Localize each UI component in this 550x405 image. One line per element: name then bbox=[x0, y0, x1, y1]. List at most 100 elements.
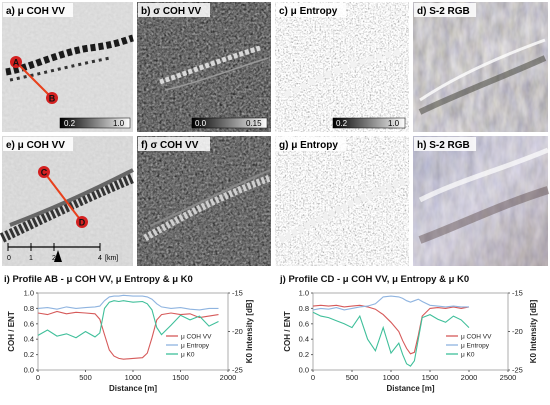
colorbar-max-b: 0.15 bbox=[246, 119, 262, 128]
tile-b: 0.0 0.15 bbox=[137, 2, 271, 132]
scalebar-tick-4: 4 bbox=[98, 255, 102, 262]
tile-label-c: c) μ Entropy bbox=[276, 3, 346, 17]
y-tick-label: 0.0 bbox=[299, 366, 309, 375]
legend-label-2: μ K0 bbox=[461, 352, 475, 359]
x-tick-label: 2000 bbox=[220, 373, 237, 382]
y-tick-label: 0.4 bbox=[24, 335, 34, 344]
tile-label-f: f) σ COH VV bbox=[138, 137, 210, 151]
scalebar-tick-1: 1 bbox=[29, 255, 33, 262]
chart-title: j) Profile CD - μ COH VV, μ Entropy & μ … bbox=[279, 274, 469, 285]
x-tick-label: 1000 bbox=[125, 373, 142, 382]
plot-frame bbox=[312, 292, 509, 371]
point-d-label: D bbox=[79, 218, 86, 228]
y-tick-label: 1.0 bbox=[299, 289, 309, 298]
x-tick-label: 1500 bbox=[422, 373, 439, 382]
svg-text:b) σ COH VV: b) σ COH VV bbox=[141, 6, 202, 17]
y2-tick-label: -15 bbox=[232, 289, 243, 298]
y-tick-label: 0.8 bbox=[299, 304, 309, 313]
x-tick-label: 2000 bbox=[461, 373, 478, 382]
tile-g bbox=[275, 136, 411, 266]
series-line-2 bbox=[312, 311, 470, 367]
svg-text:c) μ Entropy: c) μ Entropy bbox=[279, 6, 338, 17]
y2-tick-label: -20 bbox=[512, 327, 523, 336]
y2-axis-label: K0 Intensity [dB] bbox=[529, 299, 538, 363]
svg-text:d) S-2 RGB: d) S-2 RGB bbox=[417, 6, 470, 17]
series-line-0 bbox=[37, 310, 219, 360]
x-tick-label: 500 bbox=[79, 373, 92, 382]
tile-f bbox=[137, 136, 272, 266]
scalebar-tick-2: 2 bbox=[52, 255, 56, 262]
tile-d bbox=[413, 2, 548, 132]
svg-text:a) μ COH VV: a) μ COH VV bbox=[6, 6, 65, 17]
legend-label-1: μ Entropy bbox=[461, 343, 490, 350]
series-line-2 bbox=[37, 300, 219, 339]
x-tick-label: 0 bbox=[311, 373, 315, 382]
y2-tick-label: -25 bbox=[512, 366, 523, 375]
y-tick-label: 0.0 bbox=[24, 366, 34, 375]
chart-profile-cd: j) Profile CD - μ COH VV, μ Entropy & μ … bbox=[279, 274, 538, 393]
series-line-1 bbox=[37, 294, 219, 311]
y-tick-label: 1.0 bbox=[24, 289, 34, 298]
y-tick-label: 0.2 bbox=[24, 350, 34, 359]
svg-text:g) μ Entropy: g) μ Entropy bbox=[279, 140, 338, 151]
y-tick-label: 0.6 bbox=[24, 319, 34, 328]
svg-text:e) μ COH VV: e) μ COH VV bbox=[6, 140, 65, 151]
y-tick-label: 0.4 bbox=[299, 335, 309, 344]
y-tick-label: 0.6 bbox=[299, 319, 309, 328]
north-arrow-icon bbox=[54, 250, 62, 262]
tile-label-g: g) μ Entropy bbox=[276, 137, 346, 151]
y2-tick-label: -25 bbox=[232, 366, 243, 375]
series-line-0 bbox=[312, 304, 470, 355]
x-axis-label: Distance [m] bbox=[109, 384, 157, 393]
y-tick-label: 0.8 bbox=[24, 304, 34, 313]
profile-ab: A B bbox=[10, 56, 58, 104]
colorbar-max-a: 1.0 bbox=[113, 119, 125, 128]
profile-cd: C D bbox=[38, 166, 88, 228]
y2-tick-label: -15 bbox=[512, 289, 523, 298]
x-axis-label: Distance [m] bbox=[386, 384, 434, 393]
x-tick-label: 2500 bbox=[500, 373, 517, 382]
tile-label-b: b) σ COH VV bbox=[138, 3, 210, 17]
y2-tick-label: -20 bbox=[232, 327, 243, 336]
y-axis-label: COH / ENT bbox=[283, 311, 292, 352]
point-a-marker bbox=[10, 56, 22, 68]
scalebar-tick-0: 0 bbox=[7, 255, 11, 262]
tile-a: 0.2 1.0 bbox=[2, 2, 134, 132]
point-b-marker bbox=[46, 92, 58, 104]
chart-title: i) Profile AB - μ COH VV, μ Entropy & μ … bbox=[4, 274, 193, 285]
colorbar-min-c: 0.2 bbox=[336, 119, 348, 128]
svg-text:f) σ COH VV: f) σ COH VV bbox=[141, 140, 199, 151]
tile-label-d: d) S-2 RGB bbox=[414, 3, 476, 17]
legend-label-1: μ Entropy bbox=[181, 343, 210, 350]
colorbar-min-b: 0.0 bbox=[195, 119, 207, 128]
series-line-1 bbox=[312, 295, 469, 311]
point-b-label: B bbox=[49, 94, 56, 104]
point-d-marker bbox=[76, 216, 88, 228]
point-a-label: A bbox=[13, 58, 20, 68]
tile-label-a: a) μ COH VV bbox=[3, 3, 73, 17]
colorbar-min-a: 0.2 bbox=[64, 119, 76, 128]
legend-label-2: μ K0 bbox=[181, 352, 195, 359]
x-tick-label: 1000 bbox=[383, 373, 400, 382]
x-tick-label: 500 bbox=[346, 373, 359, 382]
point-c-marker bbox=[38, 166, 50, 178]
y-tick-label: 0.2 bbox=[299, 350, 309, 359]
scalebar-unit: [km] bbox=[105, 255, 118, 262]
y-axis-label: COH / ENT bbox=[7, 311, 16, 352]
point-c-label: C bbox=[41, 168, 48, 178]
colorbar-max-c: 1.0 bbox=[388, 119, 400, 128]
x-tick-label: 1500 bbox=[172, 373, 189, 382]
legend-label-0: μ COH VV bbox=[181, 334, 212, 341]
tile-e: 0 1 2 4 [km] bbox=[0, 136, 135, 266]
x-tick-label: 0 bbox=[36, 373, 40, 382]
tile-h bbox=[413, 136, 550, 266]
legend-label-0: μ COH VV bbox=[461, 334, 492, 341]
tile-c: 0.2 1.0 bbox=[275, 2, 409, 132]
tile-label-h: h) S-2 RGB bbox=[414, 137, 476, 151]
svg-text:h) S-2 RGB: h) S-2 RGB bbox=[417, 140, 470, 151]
tile-label-e: e) μ COH VV bbox=[3, 137, 73, 151]
y2-axis-label: K0 Intensity [dB] bbox=[245, 299, 254, 363]
chart-profile-ab: i) Profile AB - μ COH VV, μ Entropy & μ … bbox=[4, 274, 254, 393]
